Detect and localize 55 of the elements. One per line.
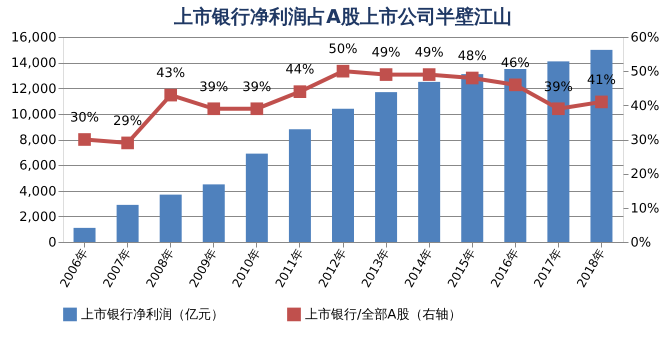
point [78, 133, 91, 146]
y2-tick-label: 50% [630, 64, 660, 80]
bar [160, 194, 182, 242]
y-tick-label: 10,000 [11, 107, 56, 122]
bar [202, 184, 225, 242]
point [336, 64, 350, 78]
y-tick-label: 16,000 [11, 30, 56, 46]
data-label: 49% [414, 46, 444, 61]
bar [461, 74, 484, 242]
bar [504, 69, 526, 242]
y2-tick-label: 60% [630, 30, 660, 46]
point [466, 72, 479, 84]
y-tick-label: 14,000 [11, 56, 56, 72]
data-label: 49% [372, 46, 401, 61]
point [595, 96, 608, 108]
data-label: 39% [242, 80, 272, 95]
y-tick-label: 2,000 [19, 210, 56, 225]
point [164, 88, 178, 102]
data-label: 39% [544, 80, 573, 95]
y-tick-label: 12,000 [11, 82, 56, 97]
point [121, 136, 134, 150]
y2-tick-label: 40% [630, 98, 660, 114]
bar [246, 154, 268, 242]
y-tick-label: 0 [48, 236, 56, 250]
y-tick-label: 8,000 [19, 133, 56, 148]
data-label: 48% [458, 49, 487, 64]
point [294, 85, 306, 98]
legend-label: 上市银行净利润（亿元） [81, 307, 224, 322]
data-label: 43% [156, 66, 186, 82]
legend-label: 上市银行/全部A股（右轴） [305, 307, 462, 322]
y2-tick-label: 10% [630, 201, 660, 216]
bar [116, 204, 139, 242]
data-label: 29% [113, 114, 142, 129]
bar [375, 92, 398, 242]
data-label: 39% [199, 80, 228, 95]
point [207, 102, 220, 116]
point [552, 102, 565, 116]
bar [418, 82, 440, 242]
point [508, 78, 522, 92]
point [422, 68, 436, 81]
data-label: 30% [70, 110, 99, 126]
bar [332, 108, 354, 242]
bar [288, 129, 311, 242]
data-label: 46% [500, 56, 530, 71]
point [380, 68, 392, 81]
bar [74, 228, 96, 242]
y-tick-label: 6,000 [19, 158, 56, 174]
y-tick-label: 4,000 [19, 184, 56, 200]
y2-tick-label: 30% [630, 133, 660, 148]
data-label: 44% [285, 62, 314, 78]
chart-title: 上市银行净利润占A股上市公司半壁江山 [173, 6, 512, 28]
point [250, 102, 264, 116]
y2-tick-label: 0% [630, 236, 652, 250]
data-label: 50% [328, 42, 358, 58]
y2-tick-label: 20% [630, 167, 660, 182]
